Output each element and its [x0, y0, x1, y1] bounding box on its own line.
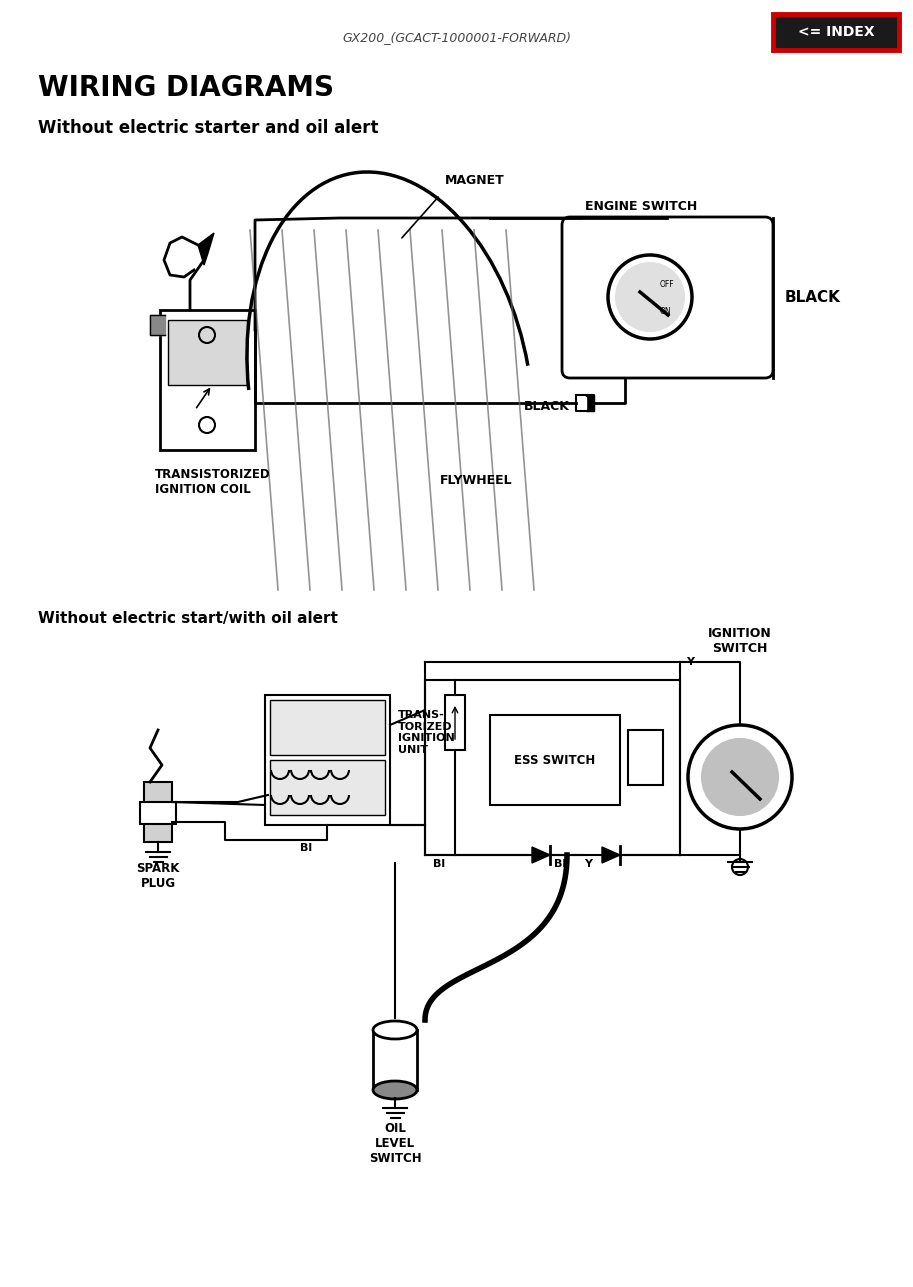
Text: Y: Y [686, 656, 694, 667]
Polygon shape [602, 847, 620, 864]
Ellipse shape [373, 1021, 417, 1039]
Bar [628, 730, 663, 785]
Text: Y: Y [584, 858, 592, 869]
Polygon shape [576, 396, 586, 409]
Circle shape [616, 263, 684, 331]
Text: MAGNET: MAGNET [445, 174, 505, 187]
Text: Without electric start/with oil alert: Without electric start/with oil alert [38, 610, 338, 625]
Bar [773, 14, 899, 50]
Text: <= INDEX: <= INDEX [798, 24, 875, 39]
Text: ESS SWITCH: ESS SWITCH [514, 753, 595, 767]
Text: TRANS-
TORIZED
IGNITION
UNIT: TRANS- TORIZED IGNITION UNIT [398, 710, 455, 754]
Bar [140, 802, 176, 824]
Text: FLYWHEEL: FLYWHEEL [440, 474, 512, 486]
Ellipse shape [373, 1081, 417, 1099]
Bar [425, 680, 680, 855]
Text: Bl: Bl [554, 858, 566, 869]
Text: SPARK
PLUG: SPARK PLUG [136, 862, 180, 891]
Text: BLACK: BLACK [524, 399, 570, 413]
Bar [270, 700, 385, 755]
Bar [168, 320, 247, 385]
Bar [490, 716, 620, 804]
Bar [265, 695, 390, 825]
Text: GX200_(GCACT-1000001-FORWARD): GX200_(GCACT-1000001-FORWARD) [342, 31, 571, 45]
Text: ENGINE SWITCH: ENGINE SWITCH [585, 199, 698, 214]
Bar [144, 782, 172, 842]
Bar [445, 695, 465, 750]
Bar [373, 1030, 417, 1090]
Polygon shape [532, 847, 550, 864]
FancyBboxPatch shape [562, 218, 773, 378]
Text: Bl: Bl [433, 858, 446, 869]
Polygon shape [586, 395, 594, 411]
Text: OIL
LEVEL
SWITCH: OIL LEVEL SWITCH [369, 1122, 421, 1165]
Text: OFF: OFF [660, 281, 675, 290]
Circle shape [702, 739, 778, 815]
Text: BLACK: BLACK [785, 290, 841, 305]
Text: Bl: Bl [300, 843, 312, 853]
Text: IGNITION
SWITCH: IGNITION SWITCH [708, 627, 771, 655]
Bar [160, 310, 255, 450]
Text: Without electric starter and oil alert: Without electric starter and oil alert [38, 118, 379, 136]
Bar [270, 761, 385, 815]
Text: TRANSISTORIZED
IGNITION COIL: TRANSISTORIZED IGNITION COIL [155, 468, 270, 495]
Polygon shape [150, 315, 165, 335]
Text: ON: ON [660, 308, 672, 317]
Text: WIRING DIAGRAMS: WIRING DIAGRAMS [38, 73, 334, 102]
Polygon shape [198, 233, 214, 265]
